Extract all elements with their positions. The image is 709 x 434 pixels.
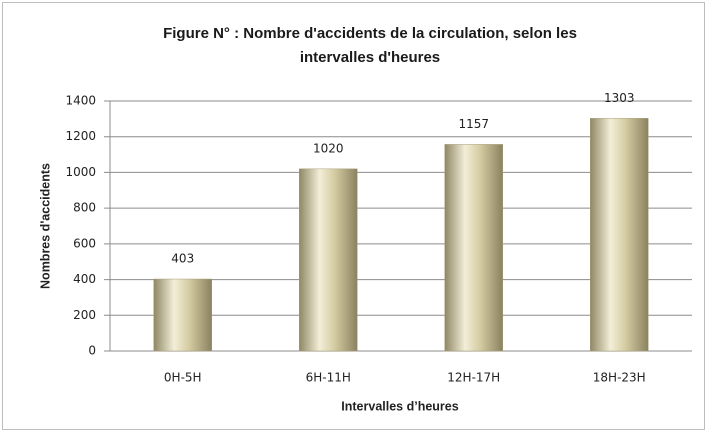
- data-label: 1020: [313, 141, 344, 155]
- y-tick-label: 1400: [65, 94, 96, 108]
- bar: [590, 118, 649, 352]
- y-tick-label: 600: [73, 236, 96, 250]
- x-tick-label: 6H-11H: [306, 371, 351, 385]
- y-tick-label: 400: [73, 272, 96, 286]
- y-tick-label: 200: [73, 308, 96, 322]
- chart-title: Figure N° : Nombre d'accidents de la cir…: [163, 25, 577, 66]
- x-tick-label: 18H-23H: [593, 371, 646, 385]
- x-tick-label: 0H-5H: [164, 371, 202, 385]
- y-tick-label: 1000: [65, 165, 96, 179]
- data-label: 403: [171, 252, 194, 266]
- data-label: 1157: [458, 117, 489, 131]
- x-axis-label: Intervalles d’heures: [341, 399, 458, 413]
- data-label: 1303: [604, 91, 635, 105]
- y-axis-label: Nombres d'accidents: [38, 163, 52, 289]
- y-tick-label: 1200: [65, 129, 96, 143]
- chart-frame: [2, 2, 705, 430]
- bar: [444, 144, 503, 352]
- y-tick-label: 0: [88, 344, 96, 358]
- bar: [153, 278, 212, 352]
- y-tick-label: 800: [73, 201, 96, 215]
- x-tick-label: 12H-17H: [447, 371, 500, 385]
- bar: [299, 168, 358, 352]
